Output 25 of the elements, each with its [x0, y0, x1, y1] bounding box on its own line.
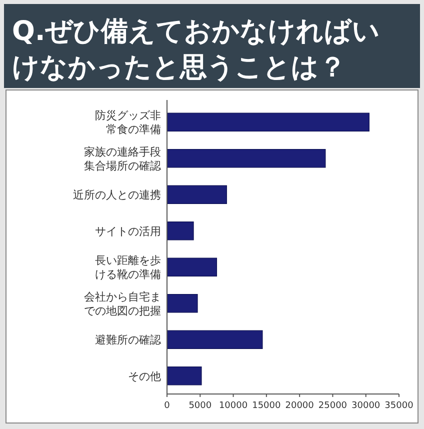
x-tick-label: 20000: [285, 401, 314, 411]
x-tick-label: 35000: [384, 401, 414, 411]
x-tick-label: 30000: [352, 401, 380, 411]
bar: [166, 366, 202, 386]
x-tick-label: 15000: [252, 401, 282, 411]
y-tick-label: 長い距離を歩ける靴の準備: [95, 254, 161, 282]
y-tick-label: 家族の連絡手段集合場所の確認: [84, 145, 161, 172]
bar: [166, 330, 263, 349]
y-tick-label: 避難所の確認: [95, 334, 161, 347]
x-tick-label: 0: [164, 401, 170, 411]
bar: [166, 258, 218, 276]
y-tick-label: 会社から自宅までの地図の把握: [84, 290, 161, 318]
bar: [166, 149, 326, 168]
y-tick-label: 防災グッズ非常食の準備: [95, 109, 161, 136]
x-tick-label: 10000: [218, 401, 248, 411]
x-tick-label: 5000: [188, 401, 212, 411]
x-tick-label: 25000: [318, 401, 348, 411]
y-tick-label: その他: [128, 370, 161, 383]
y-tick-label: 近所の人との連携: [73, 188, 161, 202]
bar: [166, 185, 227, 204]
chart-title: Q.ぜひ備えておかなければいけなかったと思うことは？: [12, 16, 380, 83]
bar: [166, 112, 370, 132]
bar: [166, 294, 198, 313]
bar: [166, 222, 194, 240]
y-tick-label: サイトの活用: [95, 224, 161, 238]
